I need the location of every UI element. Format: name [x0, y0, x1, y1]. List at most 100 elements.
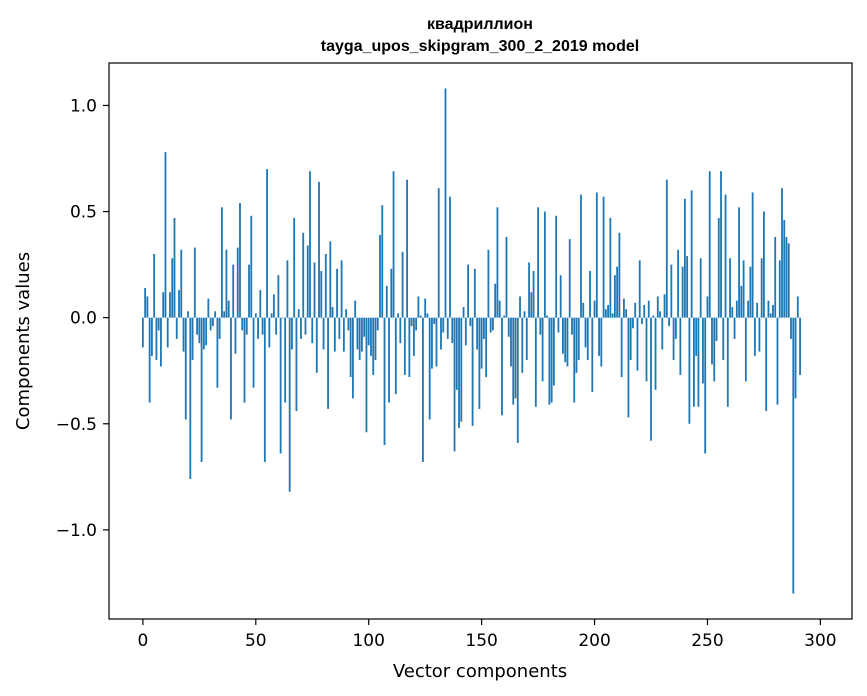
- bar-206: [607, 304, 609, 318]
- bar-13: [171, 258, 174, 318]
- bar-160: [503, 315, 506, 318]
- bar-291: [799, 317, 801, 375]
- bar-86: [336, 268, 338, 318]
- bar-54: [263, 317, 266, 462]
- bar-289: [794, 317, 797, 399]
- bar-159: [501, 317, 503, 416]
- bar-78: [318, 181, 320, 318]
- bar-265: [740, 285, 743, 318]
- y-axis-label: Components values: [13, 252, 34, 430]
- bar-117: [406, 179, 409, 318]
- bar-213: [623, 298, 625, 318]
- bar-286: [787, 243, 790, 318]
- bar-41: [234, 317, 237, 354]
- bar-132: [440, 317, 442, 350]
- bar-70: [300, 317, 302, 339]
- bar-27: [202, 317, 205, 350]
- bar-55: [266, 169, 268, 318]
- x-tick-label: 300: [804, 631, 836, 651]
- bar-143: [464, 317, 467, 346]
- bar-107: [383, 317, 386, 445]
- bars-group: [141, 88, 801, 594]
- bar-154: [489, 317, 492, 333]
- bar-229: [659, 311, 661, 318]
- bar-38: [227, 300, 230, 318]
- bar-144: [467, 264, 469, 318]
- bar-113: [397, 313, 399, 318]
- plot-frame: [108, 62, 853, 620]
- bar-170: [525, 317, 528, 361]
- bar-46: [245, 317, 248, 335]
- bar-89: [342, 317, 345, 352]
- bar-219: [636, 317, 639, 371]
- bar-77: [315, 317, 318, 373]
- bar-261: [731, 307, 734, 318]
- bar-181: [550, 317, 553, 403]
- chart-title-line-2: tayga_upos_skipgram_300_2_2019 model: [321, 38, 639, 55]
- bar-231: [663, 294, 666, 318]
- bar-173: [532, 270, 535, 318]
- bar-90: [345, 309, 348, 318]
- bar-189: [568, 239, 571, 318]
- bar-49: [252, 317, 255, 388]
- bar-127: [428, 317, 431, 420]
- bar-247: [699, 258, 702, 318]
- bar-129: [433, 317, 436, 325]
- bar-237: [677, 249, 680, 318]
- bar-169: [523, 311, 526, 318]
- bar-98: [363, 317, 366, 337]
- y-tick-label: −0.5: [56, 415, 97, 435]
- x-tick-label: 150: [465, 631, 497, 651]
- bar-186: [562, 317, 564, 354]
- bar-180: [548, 317, 551, 405]
- bar-39: [230, 317, 232, 420]
- bar-277: [767, 300, 770, 318]
- bar-61: [279, 317, 282, 454]
- bar-215: [627, 317, 630, 418]
- bar-248: [702, 317, 704, 384]
- bar-106: [381, 205, 384, 318]
- bar-210: [616, 266, 619, 318]
- bar-51: [257, 317, 259, 339]
- bar-270: [751, 192, 754, 318]
- bar-1: [144, 287, 147, 318]
- bar-245: [695, 317, 698, 356]
- bar-236: [674, 317, 677, 339]
- bar-220: [638, 260, 641, 318]
- bar-178: [543, 211, 546, 318]
- bar-142: [462, 307, 465, 318]
- bar-244: [693, 317, 695, 407]
- bar-126: [426, 313, 429, 318]
- bar-148: [476, 317, 479, 350]
- x-tick-label: 50: [245, 631, 267, 651]
- x-axis-ticks: 0 50 100 150 200 250 300: [137, 619, 837, 651]
- bar-59: [275, 317, 278, 335]
- bar-243: [690, 190, 693, 318]
- bar-281: [776, 317, 779, 405]
- bar-272: [756, 302, 759, 318]
- y-tick-label: 0.5: [70, 203, 97, 223]
- x-tick-label: 100: [352, 631, 384, 651]
- bar-83: [329, 241, 332, 318]
- bar-125: [424, 298, 427, 318]
- bar-195: [582, 302, 585, 318]
- bar-256: [720, 171, 722, 318]
- bar-150: [480, 317, 483, 369]
- bar-104: [376, 317, 379, 331]
- bar-158: [498, 300, 501, 318]
- bar-275: [763, 211, 765, 318]
- bar-271: [753, 317, 756, 356]
- bar-62: [281, 317, 284, 319]
- bar-103: [374, 317, 377, 361]
- bar-149: [478, 317, 481, 409]
- bar-111: [392, 171, 395, 318]
- bar-131: [437, 188, 440, 318]
- bar-15: [175, 317, 178, 339]
- bar-43: [239, 203, 241, 318]
- bar-69: [297, 309, 300, 318]
- bar-200: [593, 300, 596, 318]
- bar-259: [726, 317, 729, 407]
- bar-34: [218, 317, 221, 339]
- bar-121: [415, 317, 418, 331]
